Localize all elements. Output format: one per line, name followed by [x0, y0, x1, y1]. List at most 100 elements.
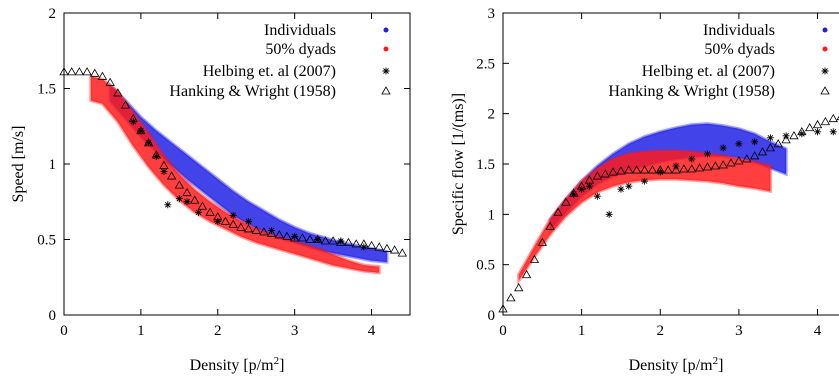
legend-label: Helbing et. al (2007) [203, 63, 336, 80]
y-tick-label: 2 [488, 107, 496, 123]
data-point [82, 67, 92, 76]
data-point [749, 151, 760, 160]
data-point [617, 185, 625, 193]
data-point [389, 245, 400, 254]
data-point [757, 147, 768, 156]
data-point [136, 125, 146, 135]
data-point [593, 192, 601, 200]
y-tick-label: 1 [49, 157, 57, 173]
data-point [305, 234, 315, 243]
legend-marker [382, 67, 390, 75]
data-point [702, 162, 713, 171]
x-tick-label: 3 [291, 323, 299, 339]
data-point [245, 217, 253, 225]
data-point [592, 171, 603, 180]
data-point [291, 232, 299, 240]
data-point [814, 128, 822, 136]
legend-marker [821, 67, 829, 75]
data-point [766, 134, 774, 142]
data-point [213, 212, 223, 221]
data-point [164, 201, 172, 209]
data-point [679, 164, 689, 173]
data-point [655, 165, 665, 174]
data-point [631, 165, 642, 174]
legend-label: 50% dyads [704, 41, 775, 58]
data-point [726, 158, 736, 167]
legend-label: Individuals [264, 22, 336, 39]
band-core [517, 149, 772, 286]
x-tick-label: 2 [657, 323, 665, 339]
data-point [120, 100, 131, 109]
legend-marker [820, 86, 830, 95]
data-point [228, 219, 238, 228]
data-point [97, 71, 108, 80]
speed-chart: 0 1 2 3 4 0 0.5 1 1.5 2 Individuals 50% dyads Helbi… [10, 6, 411, 374]
data-point [214, 217, 222, 225]
legend-label: Hanking & Wright (1958) [169, 83, 336, 100]
data-point [586, 182, 593, 190]
data-point [259, 227, 269, 236]
legend-label: 50% dyads [265, 41, 336, 58]
data-point [506, 293, 516, 302]
data-point [289, 233, 300, 242]
legend-marker [822, 46, 828, 52]
x-tick-label: 3 [735, 323, 743, 339]
data-point [688, 155, 696, 163]
data-point [600, 169, 610, 178]
data-point [66, 67, 77, 76]
data-point [366, 240, 377, 249]
data-point [514, 283, 524, 292]
data-point [639, 165, 650, 174]
data-point [152, 152, 160, 160]
data-point [734, 156, 744, 165]
data-point [719, 144, 727, 152]
legend-marker [383, 27, 389, 33]
data-point [812, 119, 823, 129]
data-point [647, 165, 658, 174]
data-point [174, 180, 185, 189]
series-hanking-wright-1958- [59, 67, 408, 257]
y-tick-label: 2.5 [476, 56, 495, 72]
data-point [584, 175, 595, 184]
data-point [608, 167, 618, 176]
data-point [521, 269, 532, 279]
data-point [143, 138, 154, 147]
data-point [74, 67, 85, 76]
legend: Individuals 50% dyads Helbing et. al (2007… [608, 22, 830, 100]
x-tick-label: 0 [60, 323, 68, 339]
data-point [656, 168, 664, 176]
data-point [182, 187, 192, 197]
data-point [205, 207, 215, 216]
data-point [328, 236, 338, 245]
data-point [624, 165, 634, 174]
data-point [183, 198, 191, 206]
data-point [159, 160, 169, 169]
data-point [671, 165, 681, 174]
data-point [570, 190, 578, 198]
data-point [828, 113, 838, 123]
data-point [268, 226, 276, 234]
data-point [789, 131, 799, 140]
data-point [797, 126, 807, 136]
y-tick-label: 0 [488, 308, 496, 324]
data-point [773, 139, 783, 148]
y-tick-label: 1.5 [476, 157, 495, 173]
y-tick-label: 0.5 [476, 258, 495, 274]
legend-label: Individuals [703, 22, 775, 39]
data-point [113, 88, 123, 97]
y-axis-label: Speed [m/s] [10, 126, 27, 203]
x-tick-label: 1 [578, 323, 586, 339]
data-point [569, 188, 579, 197]
data-point [229, 211, 237, 219]
data-point [694, 163, 705, 172]
data-point [751, 138, 759, 146]
data-point [297, 233, 308, 242]
data-point [553, 207, 563, 216]
data-point [282, 231, 292, 240]
legend: Individuals 50% dyads Helbing et. al (2007… [169, 22, 391, 100]
data-point [90, 68, 100, 77]
data-point [798, 130, 806, 138]
y-tick-label: 3 [488, 6, 496, 22]
data-point [320, 236, 331, 245]
data-point [160, 168, 168, 176]
